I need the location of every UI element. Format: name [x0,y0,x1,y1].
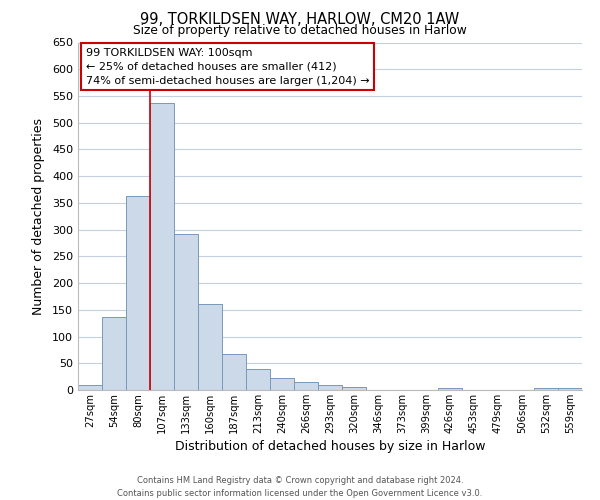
Bar [102,317,126,390]
Bar [558,388,582,390]
Y-axis label: Number of detached properties: Number of detached properties [32,118,45,315]
Text: Contains HM Land Registry data © Crown copyright and database right 2024.
Contai: Contains HM Land Registry data © Crown c… [118,476,482,498]
Bar [534,388,558,390]
Bar [246,368,270,390]
Bar [222,354,246,390]
Bar [438,388,462,390]
Bar [150,103,174,390]
Bar [198,304,222,390]
Bar [174,234,198,390]
Bar [270,378,294,390]
Bar [342,388,366,390]
Text: 99, TORKILDSEN WAY, HARLOW, CM20 1AW: 99, TORKILDSEN WAY, HARLOW, CM20 1AW [140,12,460,28]
Bar [78,384,102,390]
Bar [318,385,342,390]
Bar [294,382,318,390]
Text: 99 TORKILDSEN WAY: 100sqm
← 25% of detached houses are smaller (412)
74% of semi: 99 TORKILDSEN WAY: 100sqm ← 25% of detac… [86,48,369,86]
X-axis label: Distribution of detached houses by size in Harlow: Distribution of detached houses by size … [175,440,485,453]
Text: Size of property relative to detached houses in Harlow: Size of property relative to detached ho… [133,24,467,37]
Bar [126,196,150,390]
